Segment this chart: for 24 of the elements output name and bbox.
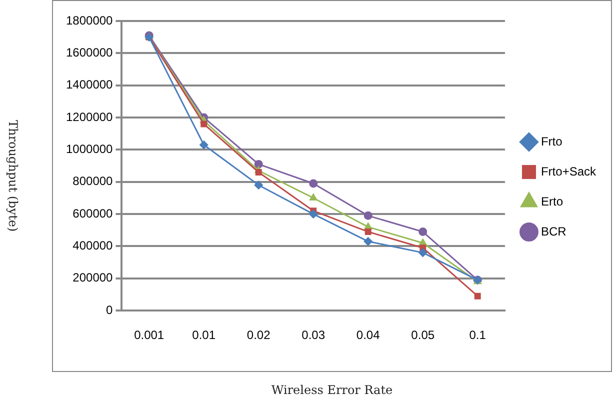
y-tick-label: 0 xyxy=(106,302,114,317)
y-tick-label: 1600000 xyxy=(66,45,114,60)
legend-label: BCR xyxy=(540,224,567,238)
y-tick-label: 1800000 xyxy=(66,13,114,28)
x-tick-label: 0.02 xyxy=(246,328,271,342)
y-tick-label: 600000 xyxy=(72,206,114,220)
y-tick-label: 1400000 xyxy=(66,78,114,92)
y-tick-label: 200000 xyxy=(72,270,114,285)
x-tick-label: 0.05 xyxy=(411,328,435,342)
legend-label: Erto xyxy=(540,194,564,208)
x-tick-label: 0.04 xyxy=(356,328,380,342)
x-tick-label: 0.03 xyxy=(302,328,326,342)
x-tick-label: 0.001 xyxy=(134,328,164,342)
y-tick-label: 1200000 xyxy=(66,110,114,124)
x-axis-title: Wireless Error Rate xyxy=(270,383,394,397)
x-tick-label: 0.01 xyxy=(192,328,216,342)
chart-frame: Frto Frto+Sack Erto BCR 0.001 0.01 0.02 0.03 0.04 0.05 0.1 0 200000 400000 600000 800000 1000000 1200000 1400000 1600000 1800000 xyxy=(52,0,612,372)
legend-label: Frto xyxy=(540,134,563,148)
y-tick-label: 1000000 xyxy=(66,142,114,156)
x-tick-label: 0.1 xyxy=(469,328,486,342)
y-tick-label: 400000 xyxy=(72,238,114,253)
y-axis-title: Throughput (byte) xyxy=(6,120,20,232)
legend-label: Frto+Sack xyxy=(540,164,597,178)
y-tick-label: 800000 xyxy=(72,174,114,188)
